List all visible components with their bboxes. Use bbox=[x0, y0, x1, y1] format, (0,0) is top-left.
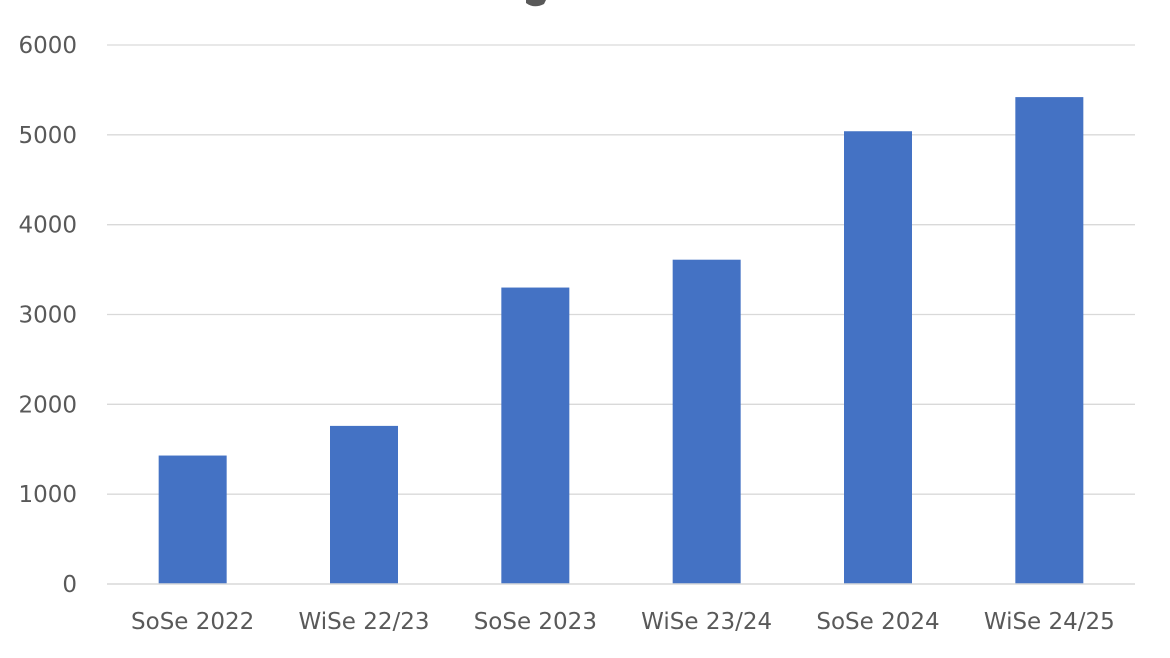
x-category-label: SoSe 2023 bbox=[474, 609, 597, 635]
bar-sose-2024 bbox=[844, 131, 912, 585]
cropped-title-area bbox=[526, 0, 546, 7]
bar-sose-2023 bbox=[501, 287, 570, 584]
gridlines bbox=[107, 44, 1135, 495]
cropped-title-glyph bbox=[526, 0, 546, 7]
x-category-label: WiSe 22/23 bbox=[299, 609, 430, 635]
bar-wise-24-25 bbox=[1015, 97, 1084, 584]
x-axis-category-labels: SoSe 2022 WiSe 22/23 SoSe 2023 WiSe 23/24 So… bbox=[131, 609, 1115, 635]
bars bbox=[158, 97, 1084, 585]
x-category-label: SoSe 2024 bbox=[816, 609, 939, 635]
y-axis-tick-labels: 0 1000 2000 3000 4000 5000 6000 bbox=[18, 33, 77, 598]
x-category-label: SoSe 2022 bbox=[131, 609, 254, 635]
x-category-label: WiSe 24/25 bbox=[984, 609, 1115, 635]
y-tick-label: 4000 bbox=[18, 213, 77, 239]
x-category-label: WiSe 23/24 bbox=[641, 609, 772, 635]
bar-wise-22-23 bbox=[330, 425, 398, 584]
y-tick-label: 6000 bbox=[18, 33, 77, 59]
bar-wise-23-24 bbox=[672, 259, 741, 584]
y-tick-label: 1000 bbox=[18, 482, 77, 508]
bar-sose-2022 bbox=[158, 455, 227, 584]
y-tick-label: 2000 bbox=[18, 392, 77, 418]
y-tick-label: 5000 bbox=[18, 123, 77, 149]
y-tick-label: 0 bbox=[62, 572, 77, 598]
y-tick-label: 3000 bbox=[18, 303, 77, 329]
